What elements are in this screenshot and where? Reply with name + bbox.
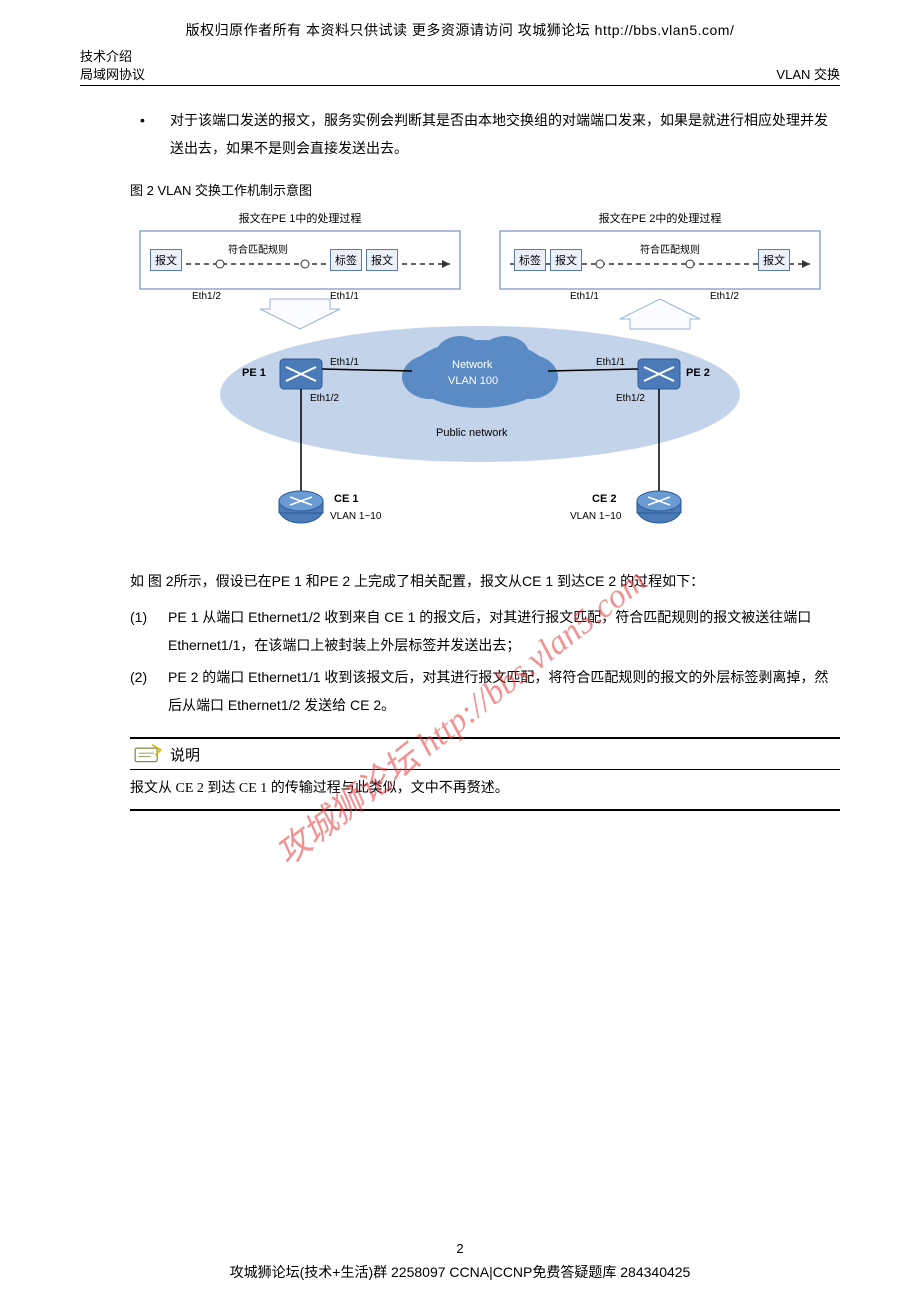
- figure-caption: 图 2 VLAN 交换工作机制示意图: [130, 180, 840, 199]
- rule-label-1: 符合匹配规则: [228, 245, 288, 257]
- pe1-router-icon: [280, 359, 322, 389]
- step-text-2: PE 2 的端口 Ethernet1/1 收到该报文后，对其进行报文匹配，将符合…: [168, 663, 840, 719]
- note-icon: [130, 743, 164, 765]
- step-2: (2) PE 2 的端口 Ethernet1/1 收到该报文后，对其进行报文匹配…: [130, 663, 840, 719]
- msg-box-1: 报文: [150, 249, 182, 271]
- pe2-label: PE 2: [686, 367, 710, 380]
- pe1-label: PE 1: [242, 367, 266, 380]
- pe1-eth11: Eth1/1: [330, 357, 359, 369]
- pe2-router-icon: [638, 359, 680, 389]
- page-number: 2: [0, 1241, 920, 1256]
- header-line1: 技术介绍: [80, 48, 145, 66]
- eth12-label-1: Eth1/2: [192, 291, 221, 303]
- intro-para: 如 图 2所示，假设已在PE 1 和PE 2 上完成了相关配置，报文从CE 1 …: [130, 567, 840, 595]
- footer-text: 攻城狮论坛(技术+生活)群 2258097 CCNA|CCNP免费答疑题库 28…: [0, 1262, 920, 1282]
- msg-box-3: 报文: [550, 249, 582, 271]
- main-content: 对于该端口发送的报文，服务实例会判断其是否由本地交换组的对端端口发来，如果是就进…: [130, 106, 840, 811]
- note-header: 说明: [130, 737, 840, 770]
- tag-box-2: 标签: [514, 249, 546, 271]
- ce2-label: CE 2: [592, 493, 616, 506]
- page-header: 技术介绍 局域网协议 VLAN 交换: [80, 48, 840, 86]
- vlan-diagram: 报文在PE 1中的处理过程 报文在PE 2中的处理过程 报文 符合匹配规则 标签…: [130, 209, 830, 549]
- step-1: (1) PE 1 从端口 Ethernet1/2 收到来自 CE 1 的报文后，…: [130, 603, 840, 659]
- tag-box-1: 标签: [330, 249, 362, 271]
- rule-label-2: 符合匹配规则: [640, 245, 700, 257]
- ce1-vlan: VLAN 1~10: [330, 511, 381, 523]
- bullet-item: 对于该端口发送的报文，服务实例会判断其是否由本地交换组的对端端口发来，如果是就进…: [130, 106, 840, 162]
- public-network-label: Public network: [436, 427, 508, 440]
- bullet-icon: [130, 106, 170, 162]
- header-left: 技术介绍 局域网协议: [80, 48, 145, 83]
- pe2-eth11: Eth1/1: [596, 357, 625, 369]
- bullet-text: 对于该端口发送的报文，服务实例会判断其是否由本地交换组的对端端口发来，如果是就进…: [170, 106, 840, 162]
- pe1-process-label: 报文在PE 1中的处理过程: [210, 213, 390, 226]
- eth11-label-2: Eth1/1: [570, 291, 599, 303]
- ce2-vlan: VLAN 1~10: [570, 511, 621, 523]
- note-body: 报文从 CE 2 到达 CE 1 的传输过程与此类似，文中不再赘述。: [130, 770, 840, 811]
- pe1-eth12: Eth1/2: [310, 393, 339, 405]
- eth12-label-2: Eth1/2: [710, 291, 739, 303]
- pe2-eth12: Eth1/2: [616, 393, 645, 405]
- step-num-1: (1): [130, 603, 168, 659]
- msg-box-2: 报文: [366, 249, 398, 271]
- header-right: VLAN 交换: [776, 64, 840, 83]
- header-line2: 局域网协议: [80, 66, 145, 84]
- pe2-process-label: 报文在PE 2中的处理过程: [570, 213, 750, 226]
- ce2-router-icon: [637, 491, 681, 523]
- step-num-2: (2): [130, 663, 168, 719]
- top-banner: 版权归原作者所有 本资料只供试读 更多资源请访问 攻城狮论坛 http://bb…: [0, 0, 920, 40]
- eth11-label-1: Eth1/1: [330, 291, 359, 303]
- msg-box-4: 报文: [758, 249, 790, 271]
- ce1-router-icon: [279, 491, 323, 523]
- network-label-1: Network: [452, 359, 492, 372]
- note-label: 说明: [170, 744, 200, 765]
- ce1-label: CE 1: [334, 493, 358, 506]
- network-label-2: VLAN 100: [448, 375, 498, 388]
- step-text-1: PE 1 从端口 Ethernet1/2 收到来自 CE 1 的报文后，对其进行…: [168, 603, 840, 659]
